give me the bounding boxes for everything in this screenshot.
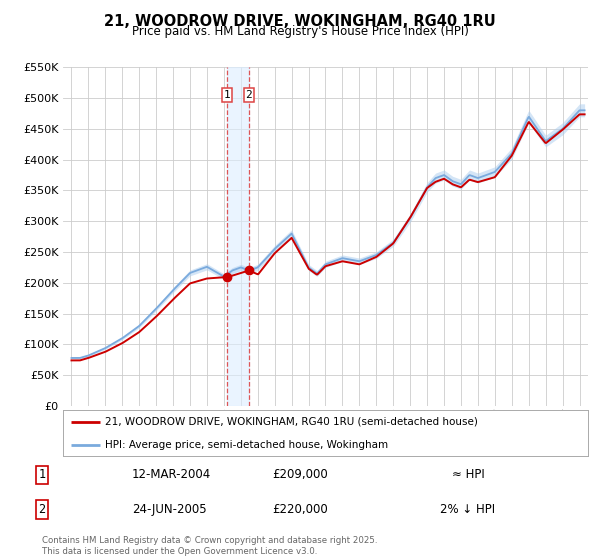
Text: 2% ↓ HPI: 2% ↓ HPI [440, 503, 496, 516]
Text: 21, WOODROW DRIVE, WOKINGHAM, RG40 1RU (semi-detached house): 21, WOODROW DRIVE, WOKINGHAM, RG40 1RU (… [105, 417, 478, 427]
Text: 1: 1 [224, 90, 230, 100]
Text: 2: 2 [38, 503, 46, 516]
Text: HPI: Average price, semi-detached house, Wokingham: HPI: Average price, semi-detached house,… [105, 440, 388, 450]
Text: 24-JUN-2005: 24-JUN-2005 [132, 503, 206, 516]
Text: £209,000: £209,000 [272, 468, 328, 481]
Text: £220,000: £220,000 [272, 503, 328, 516]
Text: 1: 1 [38, 468, 46, 481]
Text: ≈ HPI: ≈ HPI [452, 468, 484, 481]
Text: 2: 2 [245, 90, 253, 100]
Text: 12-MAR-2004: 12-MAR-2004 [132, 468, 211, 481]
Bar [227, 67, 249, 406]
Text: Contains HM Land Registry data © Crown copyright and database right 2025.
This d: Contains HM Land Registry data © Crown c… [42, 536, 377, 556]
Text: 21, WOODROW DRIVE, WOKINGHAM, RG40 1RU: 21, WOODROW DRIVE, WOKINGHAM, RG40 1RU [104, 14, 496, 29]
Text: Price paid vs. HM Land Registry's House Price Index (HPI): Price paid vs. HM Land Registry's House … [131, 25, 469, 38]
